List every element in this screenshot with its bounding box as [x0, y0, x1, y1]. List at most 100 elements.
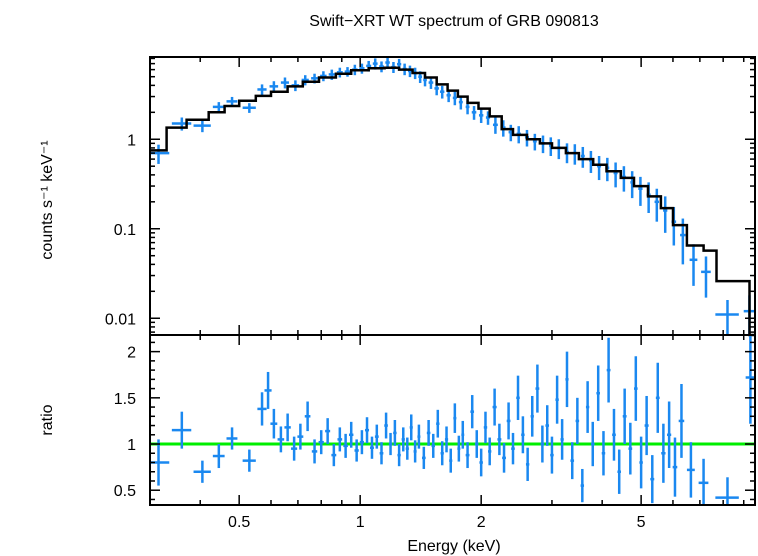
ratio-data-point: [343, 433, 348, 458]
spectrum-data-point: [407, 65, 412, 78]
spectrum-data-point: [478, 108, 484, 123]
ratio-data-point: [318, 430, 324, 455]
spectrum-data-series: [150, 57, 755, 335]
spectrum-data-point: [556, 139, 561, 160]
ratio-y-axis-label: ratio: [39, 404, 56, 435]
spectrum-data-point: [613, 162, 618, 188]
ratio-data-point: [550, 436, 554, 474]
ratio-data-point: [226, 427, 238, 450]
ratio-data-point: [440, 441, 444, 466]
ratio-data-point: [337, 427, 343, 452]
ratio-data-point: [374, 424, 379, 449]
spectrum-data-point: [301, 75, 309, 86]
ratio-data-point: [686, 442, 695, 498]
x-tick-label: 1: [356, 514, 365, 531]
ratio-data-point: [421, 446, 426, 469]
spectrum-data-point: [280, 77, 289, 89]
ratio-data-point: [570, 442, 575, 480]
spectrum-data-point: [344, 67, 351, 77]
spectrum-data-point: [701, 256, 711, 298]
spectrum-data-point: [715, 299, 739, 335]
spectrum-data-point: [269, 81, 279, 93]
spectrum-data-point: [597, 156, 602, 181]
spectrum-data-point: [458, 95, 463, 110]
ratio-data-point: [492, 388, 497, 426]
ratio-data-point: [397, 444, 401, 467]
spectrum-data-point: [320, 71, 327, 82]
ratio-data-point: [453, 403, 457, 433]
ratio-data-point: [555, 375, 559, 424]
ratio-data-point: [304, 401, 311, 432]
y-tick-label: 0.01: [105, 311, 136, 328]
spectrum-data-point: [573, 144, 577, 165]
ratio-data-point: [417, 424, 421, 449]
ratio-panel: 2 1.5 1 0.5 ratio: [39, 335, 755, 505]
ratio-data-point: [516, 375, 520, 420]
ratio-data-point: [297, 423, 304, 450]
ratio-data-point: [171, 411, 192, 449]
ratio-data-point: [667, 401, 672, 469]
ratio-data-point: [488, 437, 492, 466]
ratio-data-point: [242, 449, 256, 472]
ratio-data-point: [535, 364, 540, 413]
ratio-data-point: [530, 395, 534, 437]
ratio-data-point: [545, 405, 550, 446]
ratio-data-point: [650, 455, 655, 504]
spectrum-data-point: [580, 146, 585, 168]
spectrum-data-point: [428, 77, 434, 89]
ratio-data-point: [457, 435, 461, 462]
spectrum-data-point: [663, 196, 668, 233]
ratio-data-point: [580, 468, 585, 503]
ratio-data-series: [150, 335, 755, 505]
ratio-data-point: [465, 442, 470, 469]
ratio-data-point: [474, 430, 479, 458]
ratio-data-point: [379, 442, 384, 465]
spectrum-model-line: [150, 66, 755, 337]
chart-title: Swift−XRT WT spectrum of GRB 090813: [309, 13, 599, 30]
spectrum-data-point: [532, 133, 537, 151]
ratio-data-point: [291, 436, 298, 461]
spectrum-data-point: [452, 91, 457, 106]
ratio-data-point: [634, 356, 638, 421]
spectrum-data-point: [212, 102, 225, 113]
ratio-axes-box: [149, 334, 756, 506]
ratio-data-point: [409, 414, 413, 441]
ratio-data-point: [257, 392, 267, 426]
ratio-data-point: [405, 437, 409, 460]
ratio-data-point: [601, 431, 606, 476]
ratio-data-point: [596, 365, 600, 421]
ratio-data-point: [393, 420, 397, 446]
ratio-data-point: [264, 371, 272, 409]
ratio-data-point: [444, 426, 449, 453]
ratio-data-point: [698, 458, 709, 505]
spectrum-data-point: [379, 61, 384, 73]
ratio-data-point: [277, 426, 285, 453]
ratio-data-point: [612, 408, 616, 461]
ratio-data-point: [359, 430, 364, 455]
ratio-data-point: [193, 460, 211, 483]
ratio-data-point: [511, 432, 515, 465]
spectrum-data-point: [471, 106, 477, 120]
ratio-data-point: [678, 383, 685, 458]
spectrum-data-point: [440, 85, 445, 99]
ratio-data-point: [565, 351, 569, 408]
y-tick-label: 1: [127, 437, 136, 454]
ratio-data-point: [672, 437, 678, 497]
spectrum-data-point: [242, 103, 256, 113]
ratio-data-point: [436, 409, 440, 438]
plot-frame: [149, 56, 756, 506]
y-tick-label: 1: [127, 132, 136, 149]
ratio-data-point: [449, 448, 453, 473]
ratio-data-point: [413, 440, 417, 463]
ratio-data-point: [479, 448, 483, 477]
y-tick-label: 2: [127, 345, 136, 362]
ratio-data-point: [470, 395, 475, 429]
ratio-data-point: [590, 421, 595, 467]
ratio-data-point: [370, 436, 374, 459]
spectrum-y-axis-label: counts s⁻¹ keV⁻¹: [39, 140, 56, 259]
ratio-data-point: [639, 436, 643, 489]
ratio-data-point: [575, 397, 580, 445]
x-tick-label: 2: [477, 514, 486, 531]
ratio-data-point: [585, 381, 590, 433]
